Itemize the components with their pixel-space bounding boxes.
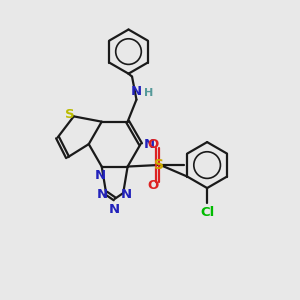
Text: O: O xyxy=(147,179,158,192)
Text: H: H xyxy=(144,88,154,98)
Text: N: N xyxy=(131,85,142,98)
Text: O: O xyxy=(147,138,158,151)
Text: N: N xyxy=(144,138,155,151)
Text: N: N xyxy=(95,169,106,182)
Text: N: N xyxy=(121,188,132,201)
Text: S: S xyxy=(154,158,164,172)
Text: N: N xyxy=(97,188,108,201)
Text: S: S xyxy=(65,108,75,122)
Text: Cl: Cl xyxy=(200,206,214,219)
Text: N: N xyxy=(109,203,120,216)
